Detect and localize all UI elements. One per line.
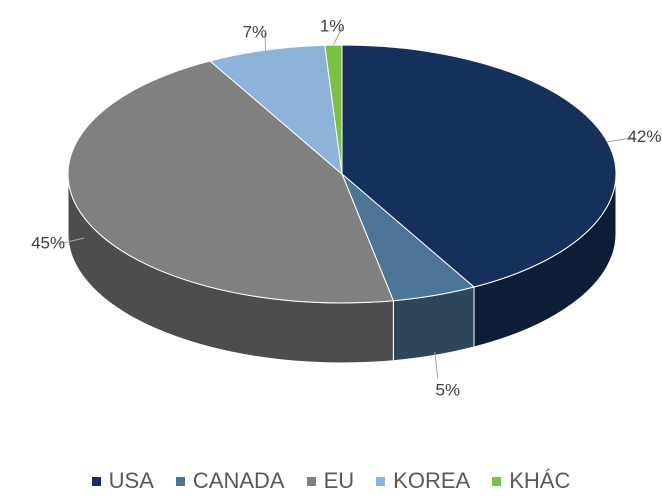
slice — [67, 60, 395, 304]
data-label: 5% — [436, 380, 461, 399]
slice — [341, 44, 617, 288]
leader-line — [434, 351, 439, 379]
legend-label: KOREA — [393, 468, 471, 493]
legend-swatch — [175, 476, 185, 486]
legend-label: CANADA — [192, 468, 285, 493]
legend-item: USA — [91, 468, 154, 494]
legend-swatch — [91, 476, 101, 486]
legend-item: KHÁC — [492, 468, 570, 494]
leader-line — [332, 26, 343, 46]
legend-swatch — [492, 476, 502, 486]
slice — [208, 44, 343, 176]
data-label: 42% — [628, 127, 662, 146]
legend-label: USA — [108, 468, 154, 493]
legend-item: KOREA — [376, 468, 470, 494]
legend-swatch — [306, 476, 316, 486]
slice — [324, 44, 343, 175]
legend-label: EU — [323, 468, 355, 493]
legend-item: CANADA — [175, 468, 285, 494]
data-label: 45% — [31, 234, 65, 253]
data-label: 7% — [243, 22, 268, 41]
legend-label: KHÁC — [509, 468, 571, 493]
leader-line — [57, 237, 85, 245]
leader-line — [607, 136, 635, 143]
legend-item: EU — [306, 468, 355, 494]
legend: USA CANADA EU KOREA KHÁC — [0, 468, 662, 494]
data-label: 1% — [320, 16, 345, 35]
legend-swatch — [376, 476, 386, 486]
chart: 42% 5% 45% 7% 1% — [31, 16, 662, 399]
leader-line — [264, 32, 267, 51]
